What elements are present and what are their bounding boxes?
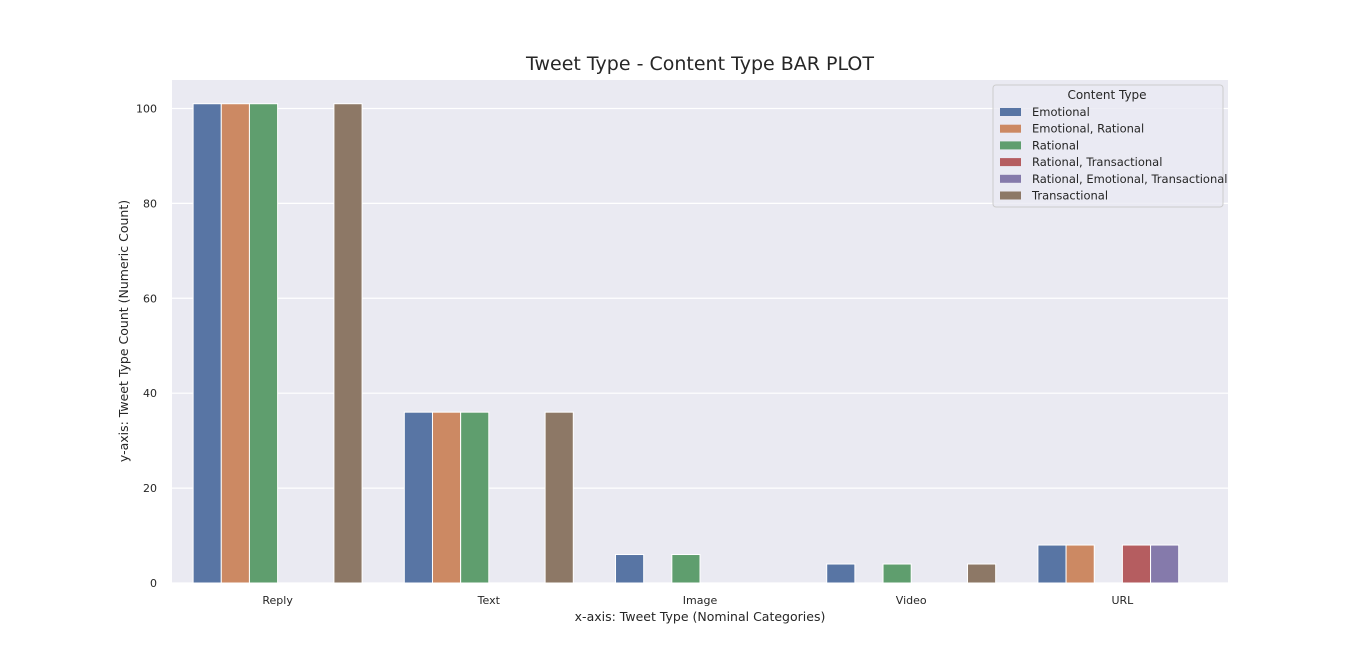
legend-swatch (1000, 108, 1021, 116)
bars (192, 103, 1180, 584)
bar-text-0 (403, 411, 433, 584)
bar-video-2 (882, 563, 912, 584)
bar-image-2 (671, 554, 701, 584)
legend-label: Transactional (1031, 189, 1108, 203)
legend-items: Emotional Emotional, Rational Rational Rati… (1000, 105, 1227, 203)
bar-reply-5 (333, 103, 363, 584)
bar-reply-1 (220, 103, 250, 584)
y-tick-label: 20 (143, 482, 157, 495)
bar-url-0 (1037, 544, 1067, 584)
legend-swatch (1000, 158, 1021, 167)
bar-image-0 (615, 554, 645, 584)
x-tick-label: Image (683, 594, 718, 607)
y-tick-label: 0 (150, 577, 157, 590)
legend: Content Type Emotional Emotional, Rationa… (992, 84, 1227, 208)
legend-label: Emotional (1032, 105, 1090, 119)
y-tick-label: 40 (143, 387, 157, 400)
legend-label: Rational, Transactional (1032, 155, 1162, 169)
y-axis-label: y-axis: Tweet Type Count (Numeric Count) (116, 200, 131, 462)
y-tick-label: 60 (143, 292, 157, 305)
bar-text-5 (544, 411, 574, 584)
tick-labels: 0 20 40 60 80 100 Reply Text Image Video URL (136, 102, 1134, 607)
chart-title: Tweet Type - Content Type BAR PLOT (525, 53, 874, 75)
bar-text-2 (460, 411, 490, 584)
legend-label: Rational, Emotional, Transactional (1032, 172, 1227, 186)
legend-label: Rational (1032, 138, 1079, 152)
bar-url-4 (1150, 544, 1180, 584)
legend-swatch (1000, 124, 1021, 133)
y-tick-label: 80 (143, 197, 157, 210)
bar-reply-2 (248, 103, 279, 584)
bar-reply-0 (192, 103, 222, 584)
legend-title: Content Type (1067, 88, 1146, 102)
legend-swatch (1000, 141, 1021, 150)
x-tick-label: URL (1111, 594, 1134, 607)
bar-text-1 (431, 411, 462, 584)
x-tick-label: Text (477, 594, 501, 607)
bar-url-3 (1121, 544, 1152, 584)
legend-box (992, 84, 1224, 208)
legend-label: Emotional, Rational (1032, 122, 1144, 136)
y-tick-label: 100 (136, 102, 157, 115)
bar-url-1 (1065, 544, 1095, 584)
bar-video-0 (826, 563, 856, 584)
x-axis-label: x-axis: Tweet Type (Nominal Categories) (575, 609, 826, 624)
legend-swatch (1000, 191, 1021, 200)
x-tick-label: Video (896, 594, 927, 607)
x-tick-label: Reply (262, 594, 293, 607)
bar-video-5 (967, 563, 997, 584)
legend-swatch (1000, 174, 1021, 183)
